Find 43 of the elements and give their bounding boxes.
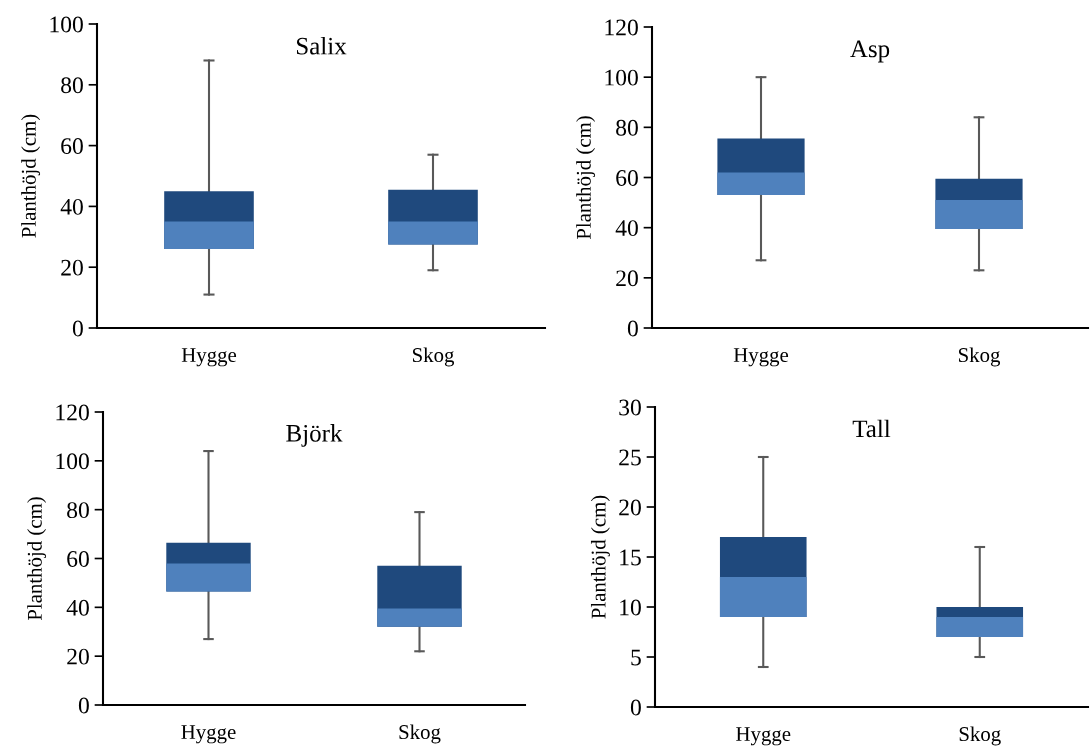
y-axis-title: Planthöjd (cm): [27, 497, 47, 621]
y-axis-title: Planthöjd (cm): [576, 116, 596, 240]
y-tick-label: 80: [616, 119, 638, 136]
y-tick-label: 10: [620, 599, 641, 616]
y-tick-label: 40: [60, 198, 83, 215]
chart-title: Salix: [296, 36, 347, 55]
chart-title: Björk: [286, 424, 343, 447]
y-tick-label: 40: [66, 599, 89, 616]
y-tick-label: 30: [619, 399, 641, 416]
x-tick-label: Hygge: [181, 348, 237, 367]
x-tick-label: Skog: [959, 726, 1001, 746]
x-tick-label: Hygge: [181, 725, 236, 744]
y-tick-label: 100: [56, 453, 89, 470]
y-tick-label: 60: [67, 550, 89, 567]
y-tick-label: 20: [619, 499, 641, 516]
y-tick-label: 20: [61, 259, 83, 276]
x-tick-label: Skog: [412, 347, 455, 367]
x-tick-label: Hygge: [733, 348, 789, 367]
y-tick-label: 0: [627, 320, 638, 337]
x-tick-label: Hygge: [736, 727, 791, 746]
y-tick-label: 0: [630, 699, 641, 716]
chart-title: Asp: [850, 40, 890, 63]
y-tick-label: 120: [605, 19, 638, 36]
y-tick-label: 120: [56, 404, 89, 421]
y-tick-label: 80: [67, 502, 89, 519]
y-tick-label: 100: [605, 69, 638, 86]
y-tick-label: 40: [615, 220, 638, 237]
y-tick-label: 20: [67, 648, 89, 665]
x-tick-label: Skog: [399, 724, 441, 744]
y-tick-label: 60: [61, 138, 83, 155]
y-tick-label: 0: [78, 697, 89, 714]
y-tick-label: 100: [50, 16, 83, 33]
chart-title: Tall: [852, 419, 891, 438]
y-tick-label: 5: [631, 649, 641, 666]
y-tick-label: 80: [61, 77, 83, 94]
y-tick-label: 0: [72, 320, 83, 337]
y-tick-label: 20: [616, 270, 638, 287]
y-tick-label: 25: [619, 449, 641, 466]
y-axis-title: Planthöjd (cm): [590, 495, 610, 619]
y-tick-label: 15: [620, 549, 641, 566]
y-axis-title: Planthöjd (cm): [21, 114, 41, 238]
x-tick-label: Skog: [958, 347, 1001, 367]
y-tick-label: 60: [616, 169, 638, 186]
